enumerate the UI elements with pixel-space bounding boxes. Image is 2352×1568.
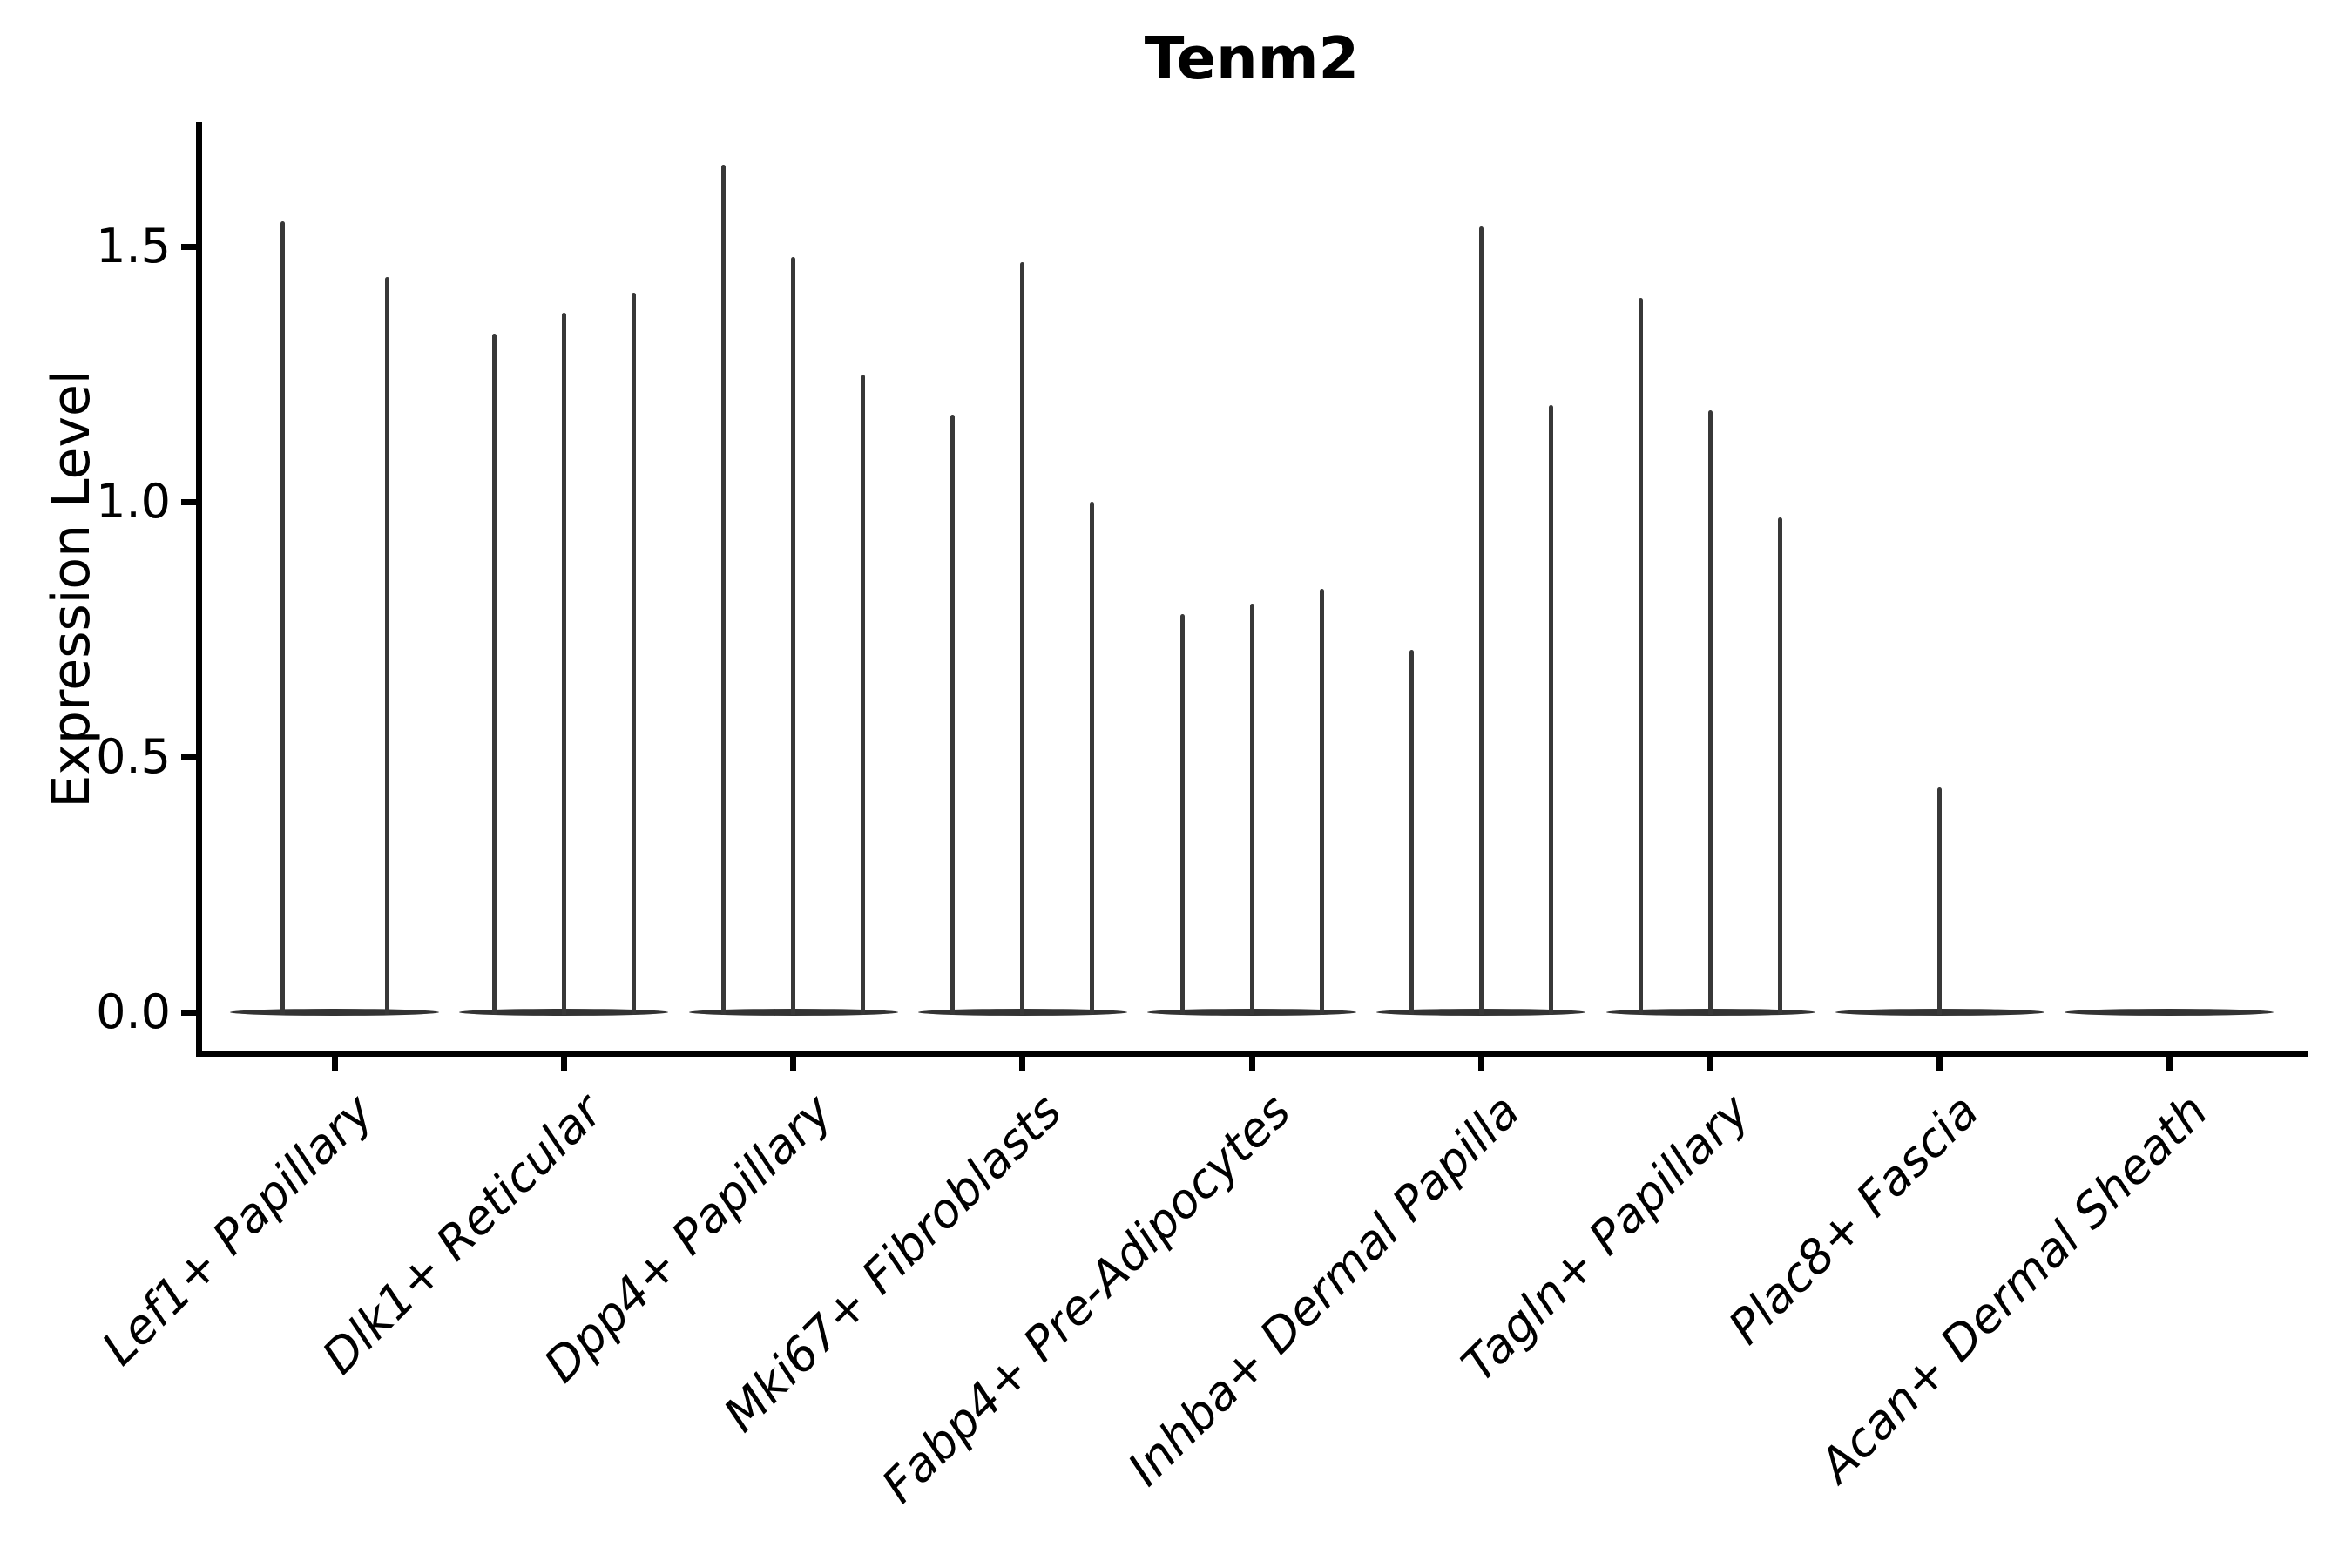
x-tick-label: Dpp4+ Papillary <box>532 1083 842 1393</box>
x-tick-mark <box>790 1057 796 1071</box>
x-tick-mark <box>560 1057 567 1071</box>
x-tick-mark <box>2166 1057 2173 1071</box>
y-axis-spine <box>196 122 202 1057</box>
x-tick-mark <box>1936 1057 1943 1071</box>
y-tick-label: 1.5 <box>96 219 171 274</box>
violin-spike <box>950 415 956 1015</box>
violin-spike <box>1478 226 1484 1015</box>
x-tick-mark <box>1707 1057 1713 1071</box>
chart-title: Tenm2 <box>1144 24 1360 92</box>
x-tick-label: Dlk1+ Reticular <box>312 1083 613 1385</box>
x-tick-label: Acan+ Dermal Sheath <box>1808 1083 2219 1493</box>
x-tick-mark <box>1019 1057 1026 1071</box>
x-tick-label: Mki67+ Fibroblasts <box>713 1083 1072 1443</box>
violin-spike <box>1179 613 1185 1015</box>
violin-spike <box>280 220 285 1015</box>
violin-spike <box>1708 409 1713 1015</box>
violin-spike <box>1249 604 1254 1015</box>
x-tick-mark <box>331 1057 338 1071</box>
y-tick-mark <box>181 243 196 250</box>
x-tick-label: Tagln+ Papillary <box>1450 1083 1760 1393</box>
violin-spike <box>1409 649 1414 1015</box>
violin-spike <box>631 292 636 1015</box>
violin-spike <box>791 256 795 1015</box>
violin-spike <box>1778 517 1782 1015</box>
violin-spike <box>491 333 497 1015</box>
violin-spike <box>861 374 865 1015</box>
y-tick-label: 1.0 <box>96 474 171 529</box>
x-tick-label: Inhba+ Dermal Papilla <box>1117 1083 1531 1497</box>
y-tick-label: 0.5 <box>96 729 171 784</box>
x-tick-label: Fabp4+ Pre-Adipocytes <box>871 1083 1301 1514</box>
violin-spike <box>721 165 726 1015</box>
violin-spike <box>1090 502 1095 1015</box>
x-tick-mark <box>1248 1057 1255 1071</box>
violin-spike <box>1020 261 1025 1015</box>
violin-spike <box>384 277 389 1015</box>
y-tick-mark <box>181 498 196 505</box>
x-tick-label: Plac8+ Fascia <box>1717 1083 1990 1355</box>
y-tick-mark <box>181 1009 196 1016</box>
violin-spike <box>1937 787 1943 1015</box>
violin-body-baseline <box>230 1009 439 1016</box>
x-axis-spine <box>196 1051 2308 1057</box>
y-tick-label: 0.0 <box>96 984 171 1039</box>
violin-spike <box>561 313 566 1015</box>
violin-spike <box>1548 404 1553 1015</box>
violin-spike <box>1639 297 1643 1015</box>
violin-spike <box>1319 588 1324 1015</box>
violin-body-baseline <box>2065 1009 2274 1016</box>
x-tick-mark <box>1477 1057 1484 1071</box>
y-tick-mark <box>181 754 196 760</box>
